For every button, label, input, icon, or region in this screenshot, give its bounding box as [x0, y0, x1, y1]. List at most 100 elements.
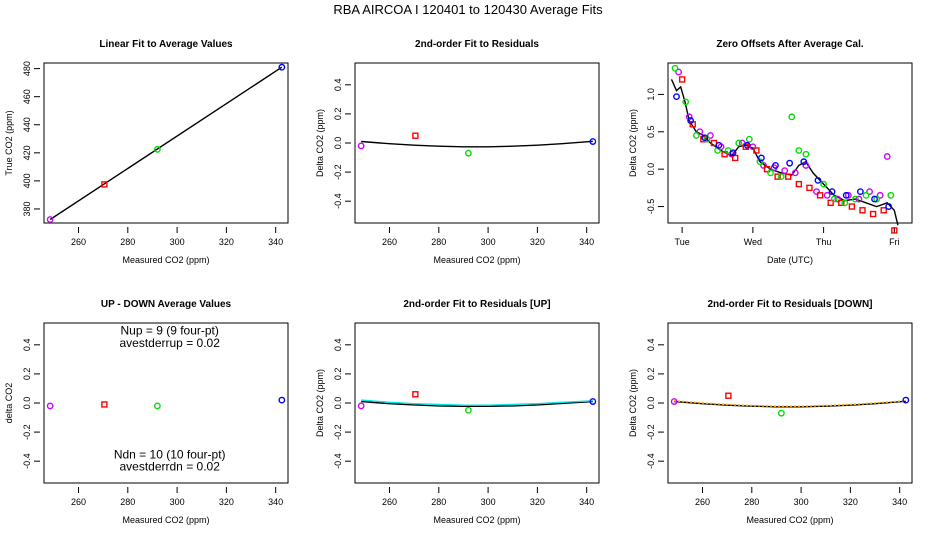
- y-tick-label: -0.4: [22, 453, 32, 469]
- figure-title: RBA AIRCOA I 120401 to 120430 Average Fi…: [333, 2, 603, 17]
- data-point-circle: [871, 195, 878, 203]
- x-tick-label: 340: [579, 237, 594, 247]
- x-tick-label: 300: [481, 237, 496, 247]
- y-tick-label: 460: [22, 89, 32, 104]
- data-point-square: [763, 165, 771, 173]
- data-point-circle: [887, 191, 895, 199]
- fit-line-0: [49, 66, 283, 221]
- data-point-circle: [856, 188, 864, 195]
- data-point-square: [816, 192, 824, 199]
- y-tick-label: 0.2: [333, 108, 343, 121]
- panel-p1: Linear Fit to Average Values Measured CO2…: [4, 39, 289, 265]
- y-tick-label: 0.0: [646, 397, 656, 410]
- plot-frame: [354, 322, 600, 484]
- data-point-circle: [823, 191, 831, 199]
- data-point-circle: [589, 398, 597, 405]
- data-point-circle: [701, 134, 709, 142]
- fit-line-0: [670, 79, 899, 226]
- data-point-circle: [707, 132, 714, 139]
- y-tick-label: 0.2: [333, 368, 343, 381]
- data-point-square: [795, 180, 803, 188]
- data-point-circle: [696, 128, 704, 136]
- panel-p2: 2nd-order Fit to Residuals Measured CO2 (…: [315, 39, 600, 265]
- data-point-circle: [715, 141, 723, 149]
- data-point-circle: [767, 169, 774, 177]
- data-point-circle: [885, 203, 893, 210]
- data-point-circle: [687, 117, 695, 124]
- annotation-text: Nup = 9 (9 four-pt): [121, 324, 219, 338]
- panel-p5: 2nd-order Fit to Residuals [UP] Measured …: [315, 299, 600, 525]
- data-point-circle: [278, 63, 286, 71]
- y-tick-label: -0.4: [646, 453, 656, 469]
- x-tick-label: 260: [71, 497, 86, 507]
- y-tick-label: 0.2: [646, 368, 656, 381]
- y-tick-label: 1.0: [646, 88, 656, 101]
- x-tick-label: 320: [843, 497, 858, 507]
- y-tick-label: 420: [22, 145, 32, 160]
- data-point-circle: [788, 113, 796, 121]
- data-point-circle: [814, 176, 822, 184]
- x-tick-label: 280: [431, 237, 446, 247]
- plot-frame: [43, 62, 289, 224]
- x-tick-label: 260: [71, 237, 86, 247]
- plot-frame: [667, 62, 913, 224]
- panel-p6: 2nd-order Fit to Residuals [DOWN] Measure…: [628, 299, 913, 525]
- x-tick-label: 320: [219, 497, 234, 507]
- data-point-circle: [675, 68, 683, 76]
- y-axis-label: True CO2 (ppm): [4, 110, 14, 175]
- data-point-circle: [589, 138, 597, 145]
- data-point-circle: [464, 149, 472, 157]
- data-point-square: [806, 184, 813, 192]
- x-tick-label: 300: [481, 497, 496, 507]
- data-point-circle: [852, 195, 859, 203]
- y-tick-label: 0.0: [22, 397, 32, 410]
- data-point-square: [774, 173, 781, 180]
- data-point-square: [412, 132, 419, 139]
- data-point-square: [700, 136, 707, 143]
- annotation-text: Ndn = 10 (10 four-pt): [114, 447, 226, 461]
- y-tick-label: -0.2: [333, 164, 343, 180]
- y-tick-label: -0.4: [333, 453, 343, 469]
- data-point-circle: [834, 195, 842, 203]
- data-point-circle: [777, 173, 785, 181]
- data-point-circle: [153, 402, 161, 410]
- y-tick-label: 0.4: [646, 339, 656, 352]
- data-point-circle: [873, 195, 881, 203]
- data-point-circle: [729, 149, 737, 157]
- data-point-square: [412, 391, 419, 398]
- data-point-square: [785, 173, 792, 180]
- x-axis-label: Measured CO2 (ppm): [122, 255, 209, 265]
- data-point-circle: [46, 402, 54, 410]
- data-point-circle: [757, 154, 765, 162]
- plot-frame: [667, 322, 913, 484]
- data-point-circle: [842, 191, 850, 199]
- fit-line-0: [674, 400, 906, 408]
- panel-p4: UP - DOWN Average Values Measured CO2 (pp…: [4, 299, 289, 525]
- plot-frame: [43, 322, 289, 484]
- data-point-circle: [844, 191, 852, 199]
- y-tick-label: -0.2: [646, 424, 656, 440]
- x-tick-label: 280: [120, 497, 135, 507]
- data-point-circle: [876, 191, 884, 199]
- x-axis-label: Measured CO2 (ppm): [746, 515, 833, 525]
- data-point-circle: [781, 167, 789, 175]
- x-tick-label: 340: [892, 497, 907, 507]
- y-tick-label: 0.0: [333, 397, 343, 410]
- y-tick-label: 380: [22, 201, 32, 216]
- y-axis-label: Delta CO2 (ppm): [628, 109, 638, 177]
- panel-title: Linear Fit to Average Values: [99, 39, 233, 50]
- data-point-circle: [357, 402, 365, 410]
- panel-p3: Zero Offsets After Average Cal. Date (UTC…: [628, 39, 913, 265]
- data-point-circle: [813, 188, 820, 195]
- x-axis-label: Measured CO2 (ppm): [122, 515, 209, 525]
- y-axis-label: delta CO2: [4, 383, 14, 424]
- panel-title: 2nd-order Fit to Residuals [UP]: [403, 299, 550, 310]
- data-point-square: [859, 207, 866, 214]
- annotation-text: avestderrdn = 0.02: [119, 460, 220, 474]
- data-point-circle: [760, 162, 767, 169]
- data-point-circle: [745, 135, 753, 143]
- data-point-square: [753, 147, 760, 154]
- data-point-square: [848, 203, 856, 210]
- y-tick-label: 0.0: [646, 163, 656, 176]
